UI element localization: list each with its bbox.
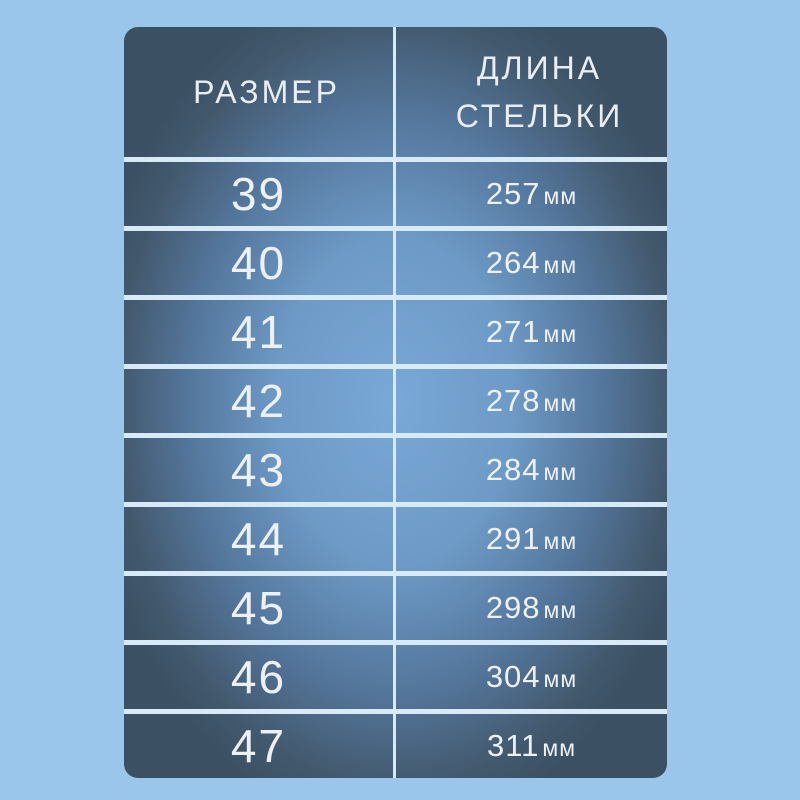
unit-label: мм (543, 252, 578, 278)
length-value: 284 (485, 452, 541, 487)
header-size-column: РАЗМЕР (193, 74, 340, 110)
length-cell: 304 мм (396, 645, 667, 709)
size-cell: 46 (230, 651, 287, 703)
size-cell: 40 (230, 237, 287, 289)
length-cell: 298 мм (396, 576, 667, 640)
table-row: 47 311 мм (124, 714, 667, 778)
length-cell: 257 мм (396, 162, 667, 226)
length-cell: 271 мм (396, 300, 667, 364)
length-cell: 311 мм (396, 714, 667, 778)
size-cell: 39 (230, 168, 287, 220)
table-row: 41 271 мм (124, 300, 667, 364)
length-cell: 291 мм (396, 507, 667, 571)
length-value: 311 (486, 728, 540, 763)
table-row: 43 284 мм (124, 438, 667, 502)
size-cell: 42 (230, 375, 287, 427)
size-cell: 45 (230, 582, 287, 634)
header-insole-length-column: ДЛИНА СТЕЛЬКИ (455, 50, 624, 134)
length-value: 298 (485, 590, 541, 625)
table-header-row: РАЗМЕР ДЛИНА СТЕЛЬКИ (124, 27, 667, 157)
unit-label: мм (543, 321, 578, 347)
unit-label: мм (543, 459, 578, 485)
unit-label: мм (543, 183, 578, 209)
length-value: 271 (485, 314, 541, 349)
size-cell: 44 (230, 513, 287, 565)
unit-label: мм (543, 597, 578, 623)
size-cell: 47 (230, 720, 287, 772)
length-value: 291 (485, 521, 541, 556)
size-chart-table: РАЗМЕР ДЛИНА СТЕЛЬКИ 39 257 мм 40 264 мм 4… (124, 27, 667, 778)
size-cell: 43 (230, 444, 287, 496)
unit-label: мм (543, 390, 578, 416)
unit-label: мм (543, 666, 578, 692)
table-row: 45 298 мм (124, 576, 667, 640)
column-divider (393, 27, 396, 778)
table-row: 40 264 мм (124, 231, 667, 295)
length-value: 278 (485, 383, 541, 418)
length-cell: 278 мм (396, 369, 667, 433)
length-value: 264 (485, 245, 541, 280)
length-cell: 284 мм (396, 438, 667, 502)
table-row: 46 304 мм (124, 645, 667, 709)
size-cell: 41 (230, 306, 287, 358)
length-value: 257 (485, 176, 541, 211)
table-row: 42 278 мм (124, 369, 667, 433)
unit-label: мм (543, 528, 578, 554)
table-row: 44 291 мм (124, 507, 667, 571)
length-value: 304 (485, 659, 541, 694)
length-cell: 264 мм (396, 231, 667, 295)
table-row: 39 257 мм (124, 162, 667, 226)
unit-label: мм (542, 735, 577, 761)
